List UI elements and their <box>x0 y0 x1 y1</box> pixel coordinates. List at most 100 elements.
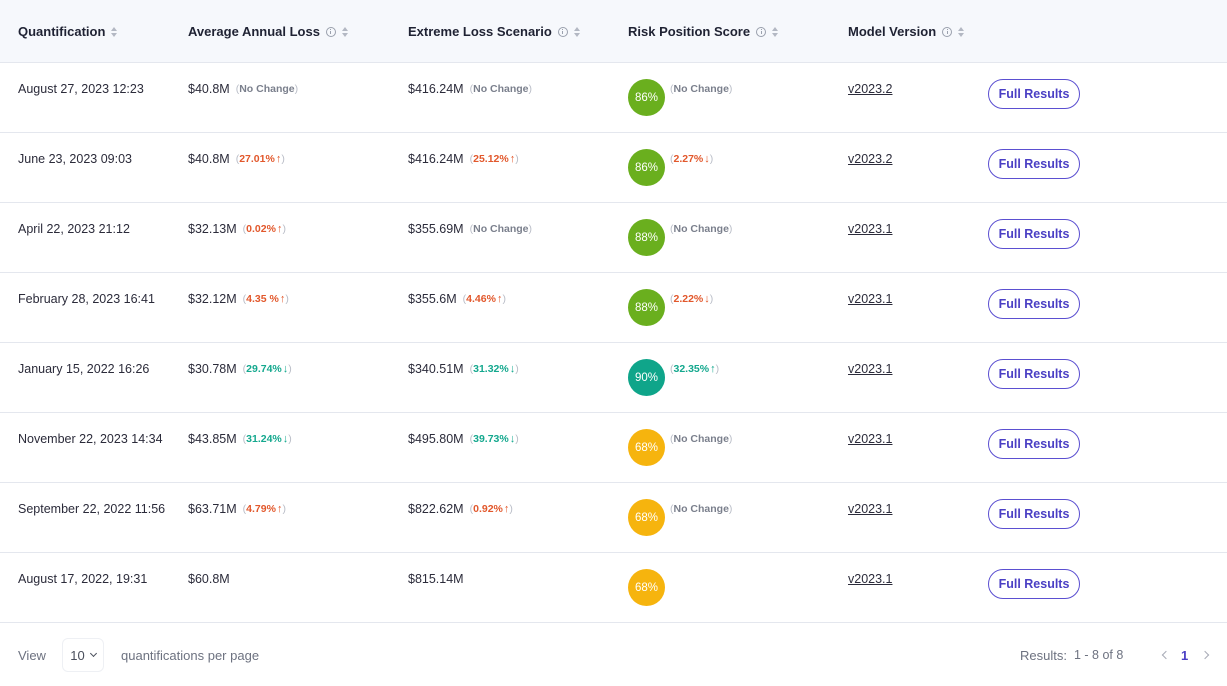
full-results-button[interactable]: Full Results <box>988 429 1080 459</box>
model-version-link[interactable]: v2023.1 <box>848 432 893 446</box>
info-icon[interactable] <box>325 26 336 37</box>
column-header-model-version[interactable]: Model Version <box>848 0 965 63</box>
bracket: ) <box>528 223 533 235</box>
table-row: August 17, 2022, 19:31 $60.8M $815.14M 68% v… <box>0 553 1227 623</box>
bracket: ) <box>282 503 286 515</box>
full-results-button[interactable]: Full Results <box>988 79 1080 109</box>
bracket: ( <box>469 83 474 95</box>
average-annual-loss-value: $32.13M <box>188 222 237 236</box>
arrow-down-icon: ↓ <box>704 153 710 165</box>
change-value: No Change <box>673 83 729 95</box>
quantification-date: November 22, 2023 14:34 <box>18 432 163 446</box>
average-annual-loss-cell: $60.8M <box>188 571 230 587</box>
arrow-up-icon: ↑ <box>275 153 282 165</box>
change-indicator: (4.46% ↑) <box>463 293 506 305</box>
risk-score-badge: 88% <box>628 289 665 326</box>
column-header-extreme-loss-scenario[interactable]: Extreme Loss Scenario <box>408 0 580 63</box>
chevron-left-icon[interactable] <box>1161 650 1171 660</box>
bracket: ( <box>235 153 240 165</box>
change-indicator: (No Change) <box>670 83 732 95</box>
change-indicator: (29.74% ↓) <box>243 363 292 375</box>
arrow-down-icon: ↓ <box>704 293 710 305</box>
change-indicator: (No Change) <box>670 503 732 515</box>
info-icon[interactable] <box>557 26 568 37</box>
bracket: ) <box>728 223 733 235</box>
change-value: No Change <box>673 433 729 445</box>
model-version-link[interactable]: v2023.2 <box>848 82 893 96</box>
extreme-loss-scenario-cell: $355.69M (No Change) <box>408 221 532 237</box>
full-results-button[interactable]: Full Results <box>988 289 1080 319</box>
change-value: 4.46% <box>466 293 496 305</box>
chevron-down-icon <box>89 649 97 658</box>
model-version-link[interactable]: v2023.2 <box>848 152 893 166</box>
average-annual-loss-cell: $30.78M (29.74% ↓) <box>188 361 292 377</box>
full-results-button[interactable]: Full Results <box>988 569 1080 599</box>
bracket: ( <box>670 223 674 235</box>
risk-score-change: (32.35% ↑) <box>670 361 719 377</box>
change-indicator: (25.12% ↑) <box>470 153 519 165</box>
model-version-link[interactable]: v2023.1 <box>848 292 893 306</box>
column-header-risk-position-score[interactable]: Risk Position Score <box>628 0 779 63</box>
extreme-loss-scenario-cell: $416.24M (25.12% ↑) <box>408 151 519 167</box>
bracket: ( <box>469 153 474 165</box>
sort-icon[interactable] <box>772 26 779 37</box>
bracket: ) <box>728 503 733 515</box>
sort-icon[interactable] <box>958 26 965 37</box>
change-value: No Change <box>473 223 529 235</box>
column-header-label: Risk Position Score <box>628 24 751 39</box>
full-results-button[interactable]: Full Results <box>988 219 1080 249</box>
model-version-link[interactable]: v2023.1 <box>848 362 893 376</box>
model-version-link[interactable]: v2023.1 <box>848 502 893 516</box>
change-value: 4.79% <box>246 503 276 515</box>
info-icon[interactable] <box>942 26 953 37</box>
bracket: ( <box>469 223 474 235</box>
risk-score-badge: 68% <box>628 429 665 466</box>
bracket: ) <box>728 83 733 95</box>
quantification-date: August 17, 2022, 19:31 <box>18 572 148 586</box>
change-value: No Change <box>239 83 295 95</box>
results-count: 1 - 8 of 8 <box>1074 648 1124 662</box>
arrow-up-icon: ↑ <box>496 293 503 305</box>
extreme-loss-scenario-cell: $495.80M (39.73% ↓) <box>408 431 519 447</box>
bracket: ( <box>670 153 674 165</box>
full-results-button[interactable]: Full Results <box>988 499 1080 529</box>
sort-icon[interactable] <box>573 26 580 37</box>
model-version-link[interactable]: v2023.1 <box>848 572 893 586</box>
pagination-page-1[interactable]: 1 <box>1181 648 1189 663</box>
per-page-select[interactable]: 10 <box>62 638 104 672</box>
average-annual-loss-value: $40.8M <box>188 152 230 166</box>
column-header-quantification[interactable]: Quantification <box>18 0 118 63</box>
quantification-date: August 27, 2023 12:23 <box>18 82 144 96</box>
change-indicator: (No Change) <box>470 83 532 95</box>
bracket: ( <box>469 503 474 515</box>
average-annual-loss-cell: $32.12M (4.35 % ↑) <box>188 291 289 307</box>
change-indicator: (2.27% ↓) <box>670 153 713 165</box>
extreme-loss-scenario-value: $822.62M <box>408 502 464 516</box>
bracket: ( <box>235 83 240 95</box>
sort-icon[interactable] <box>111 26 118 37</box>
bracket: ( <box>242 503 247 515</box>
bracket: ( <box>670 83 674 95</box>
bracket: ) <box>515 363 519 375</box>
table-row: August 27, 2023 12:23 $40.8M(No Change) $4… <box>0 63 1227 133</box>
sort-icon[interactable] <box>341 26 348 37</box>
change-value: 0.02% <box>246 223 276 235</box>
column-header-average-annual-loss[interactable]: Average Annual Loss <box>188 0 348 63</box>
bracket: ) <box>515 153 519 165</box>
risk-score-change: (No Change) <box>670 81 732 97</box>
bracket: ) <box>285 293 289 305</box>
bracket: ( <box>670 503 674 515</box>
bracket: ) <box>715 363 720 375</box>
table-body: August 27, 2023 12:23 $40.8M(No Change) $4… <box>0 63 1227 623</box>
full-results-button[interactable]: Full Results <box>988 359 1080 389</box>
info-icon[interactable] <box>756 26 767 37</box>
change-indicator: (27.01% ↑) <box>236 153 285 165</box>
change-value: 29.74% <box>246 363 282 375</box>
change-value: 32.35% <box>673 363 710 375</box>
model-version-link[interactable]: v2023.1 <box>848 222 893 236</box>
full-results-button[interactable]: Full Results <box>988 149 1080 179</box>
change-indicator: (4.35 % ↑) <box>243 293 289 305</box>
chevron-right-icon[interactable] <box>1200 650 1210 660</box>
extreme-loss-scenario-value: $495.80M <box>408 432 464 446</box>
quantification-date: September 22, 2022 11:56 <box>18 502 166 516</box>
